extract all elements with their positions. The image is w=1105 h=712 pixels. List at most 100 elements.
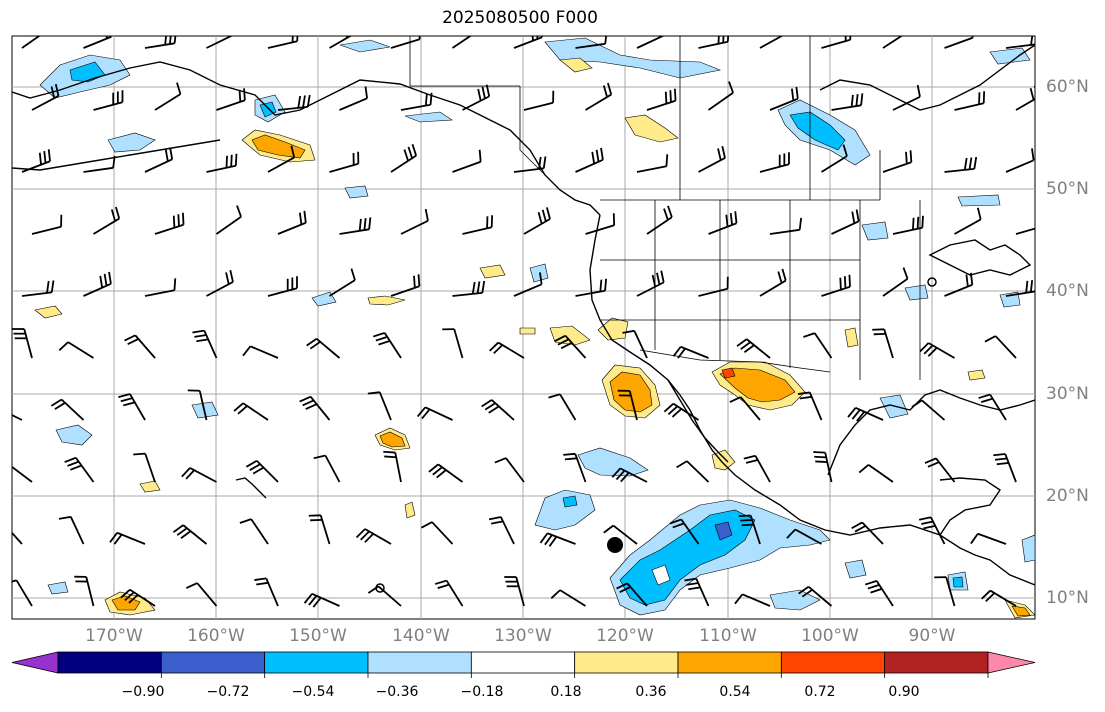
lon-label: 160°W xyxy=(187,626,245,646)
wind-barb xyxy=(118,393,146,421)
colorbar-segment xyxy=(160,651,266,674)
lon-label: 90°W xyxy=(908,626,956,646)
wind-barb xyxy=(83,36,113,49)
political-borders xyxy=(409,36,921,380)
wind-barb xyxy=(924,457,956,483)
wind-barb xyxy=(74,575,95,607)
fill-neg xyxy=(529,263,549,283)
wind-barb xyxy=(622,329,648,359)
wind-barb xyxy=(355,528,392,545)
wind-barb xyxy=(911,399,946,421)
wind-barb xyxy=(93,90,124,111)
wind-barb xyxy=(993,453,1017,483)
wind-barb xyxy=(31,84,60,111)
wind-barb xyxy=(563,452,587,483)
wind-barb xyxy=(944,156,978,173)
colorbar-tick: −0.36 xyxy=(375,684,419,700)
fill-neg xyxy=(344,185,369,199)
wind-barb xyxy=(372,331,402,359)
wind-barb xyxy=(488,516,515,545)
wind-barb xyxy=(133,452,156,483)
fill-pos xyxy=(624,114,679,143)
fill-neg xyxy=(1021,534,1035,563)
wind-barb xyxy=(306,337,341,359)
wind-barb xyxy=(462,215,494,235)
wind-barb xyxy=(646,205,673,235)
lon-label: 150°W xyxy=(289,626,347,646)
colorbar-extend-low xyxy=(11,651,59,674)
colorbar-tick: 0.54 xyxy=(719,684,751,700)
fill-pos xyxy=(367,295,406,306)
wind-barb xyxy=(738,514,761,545)
wind-barb xyxy=(882,150,913,173)
wind-barb xyxy=(144,147,174,173)
wind-barb xyxy=(267,36,299,49)
wind-barb xyxy=(736,338,771,359)
fill-pos xyxy=(559,57,593,73)
colorbar-segment xyxy=(677,651,782,674)
wind-barb xyxy=(504,576,525,607)
wind-barb xyxy=(428,463,464,483)
wind-barb xyxy=(1005,148,1035,173)
wind-barb xyxy=(554,334,587,359)
wind-barb xyxy=(452,280,486,297)
colorbar-segment xyxy=(57,651,162,674)
map-title: 2025080500 F000 xyxy=(442,8,598,28)
wind-barb xyxy=(616,582,648,607)
wind-barb xyxy=(513,36,543,49)
wind-barb xyxy=(984,335,1017,359)
station-marker xyxy=(375,583,385,593)
positive-anomaly-fills xyxy=(34,57,1035,619)
colorbar-tick: −0.90 xyxy=(121,684,165,700)
lat-label: 30°N xyxy=(1046,384,1089,404)
fill-pos xyxy=(479,264,506,279)
wind-barbs xyxy=(12,36,1035,608)
fill-pos xyxy=(139,480,161,493)
wind-barb xyxy=(797,391,823,421)
wind-barb xyxy=(277,210,307,235)
wind-barb xyxy=(12,531,23,545)
wind-barb xyxy=(308,514,331,545)
wind-barb xyxy=(821,144,848,173)
fill-neg xyxy=(534,489,596,531)
wind-barb xyxy=(31,214,63,235)
lon-label: 120°W xyxy=(596,626,654,646)
wind-barb xyxy=(12,328,33,359)
wind-barb xyxy=(734,593,771,607)
lat-label: 10°N xyxy=(1046,588,1089,608)
wind-barb xyxy=(729,396,761,421)
wind-barb xyxy=(462,84,491,111)
wind-barb xyxy=(83,155,116,173)
wind-barb xyxy=(21,149,51,173)
wind-barb xyxy=(494,457,525,483)
wind-barb xyxy=(954,207,982,235)
wind-barb xyxy=(813,451,833,483)
wind-barb xyxy=(858,464,894,483)
wind-barb xyxy=(64,456,95,483)
wind-barb xyxy=(242,345,279,359)
wind-barb xyxy=(954,91,986,111)
wind-barb xyxy=(872,328,894,359)
wind-barb xyxy=(390,274,421,297)
wind-barb xyxy=(21,280,55,297)
wind-barb xyxy=(329,36,353,49)
wind-barb xyxy=(707,81,734,111)
colorbar-segment xyxy=(470,651,576,674)
wind-barb xyxy=(882,36,904,49)
fill-pos xyxy=(519,327,536,335)
wind-barb xyxy=(708,211,738,235)
wind-barb xyxy=(636,154,669,173)
wind-barb xyxy=(206,153,238,173)
fill-neg xyxy=(769,589,821,611)
wind-barb xyxy=(83,271,112,297)
colorbar-segment xyxy=(884,651,989,674)
wind-barb xyxy=(58,515,85,545)
wind-barb xyxy=(919,342,955,359)
wind-barb xyxy=(617,389,638,421)
wind-barb xyxy=(1015,227,1035,235)
fill-neg xyxy=(904,284,929,301)
wind-barb xyxy=(539,532,576,547)
wind-barb xyxy=(978,393,1007,421)
wind-barb xyxy=(267,276,298,297)
colorbar-tick: −0.72 xyxy=(206,684,250,700)
